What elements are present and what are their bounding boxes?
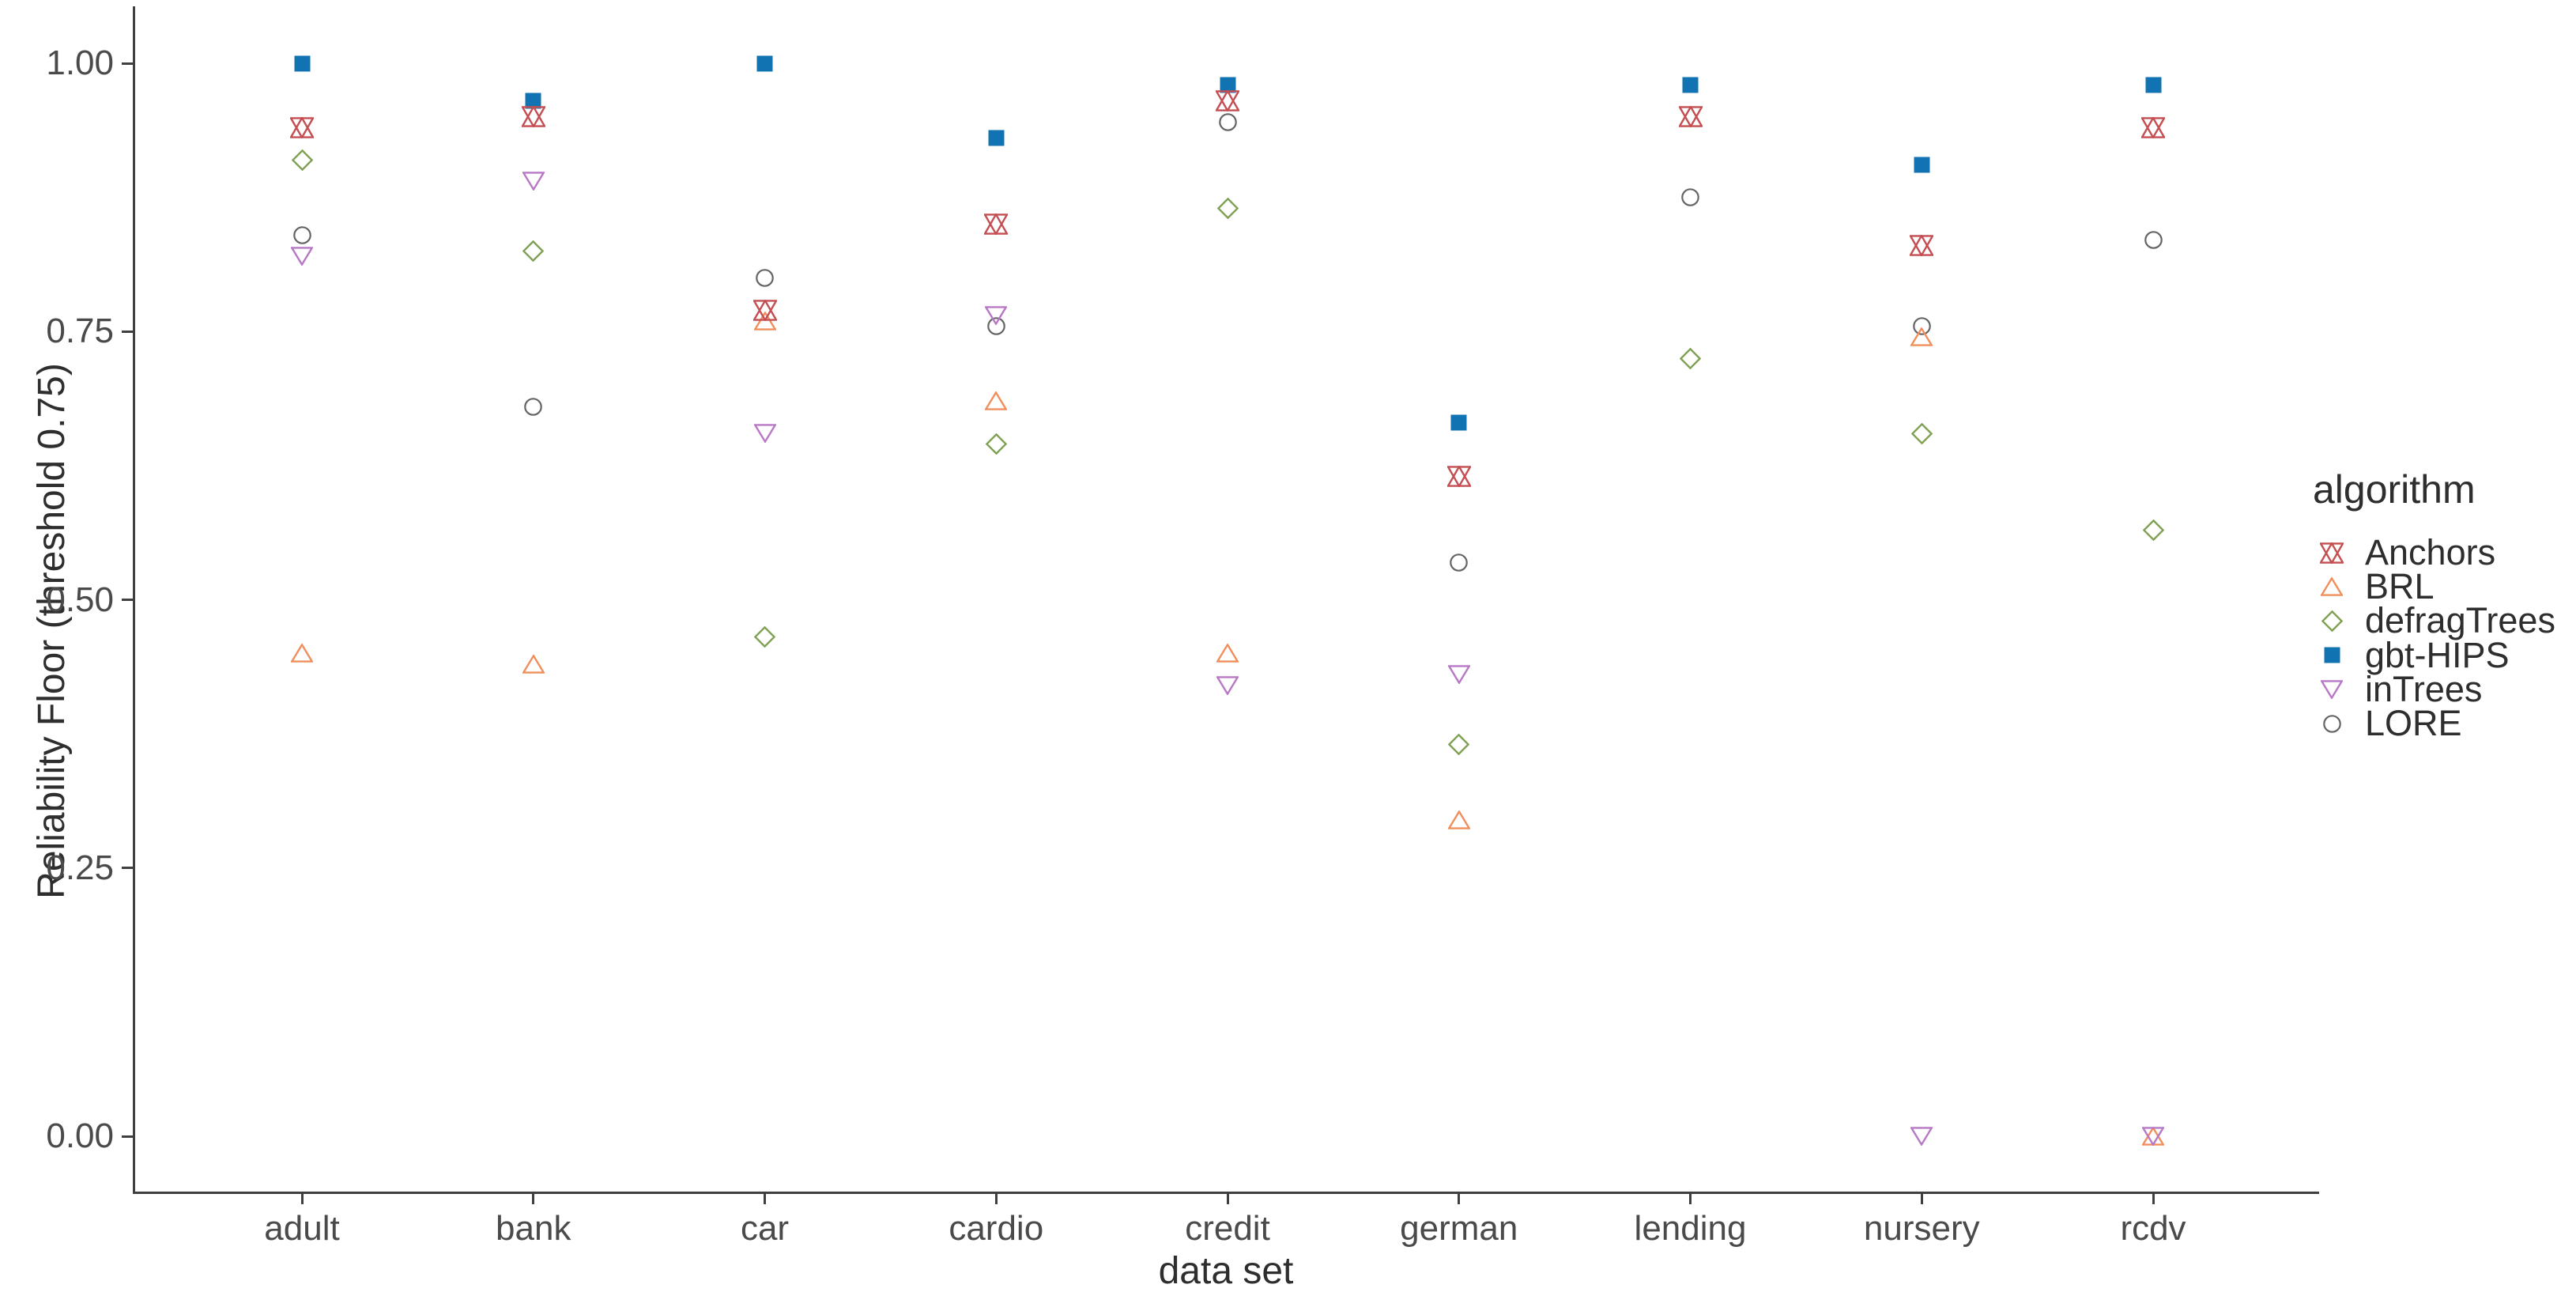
point-inTrees-cardio [985, 306, 1008, 325]
point-LORE-german [1450, 553, 1469, 572]
point-gbt-HIPS-credit [1220, 77, 1235, 93]
legend-label: Anchors [2365, 532, 2496, 572]
point-BRL-nursery [1910, 327, 1933, 346]
point-inTrees-credit [1216, 676, 1239, 696]
point-BRL-adult [291, 644, 313, 663]
point-Anchors-german [1446, 465, 1471, 487]
point-gbt-HIPS-adult [294, 55, 310, 71]
point-LORE-bank [524, 397, 543, 416]
legend-marker-defragTrees [2321, 610, 2343, 632]
point-inTrees-bank [522, 172, 545, 191]
point-Anchors-nursery [1910, 235, 1934, 257]
point-BRL-german [1447, 810, 1470, 829]
point-defragTrees-german [1448, 734, 1470, 756]
point-defragTrees-cardio [985, 433, 1007, 455]
y-tick-label: 0.50 [46, 580, 114, 619]
point-LORE-credit [1218, 113, 1237, 131]
x-tick-label: rcdv [2120, 1209, 2186, 1248]
point-BRL-car [753, 311, 776, 331]
legend-marker-gbt-HIPS [2324, 647, 2340, 663]
point-LORE-rcdv [2144, 231, 2163, 250]
x-tick-label: german [1400, 1209, 1518, 1248]
x-axis-title: data set [1158, 1250, 1294, 1292]
point-Anchors-car [752, 299, 777, 321]
x-tick-mark [1920, 1194, 1923, 1204]
y-tick-label: 1.00 [46, 43, 114, 82]
legend-label: LORE [2365, 703, 2462, 743]
legend-marker-BRL [2321, 577, 2343, 596]
point-inTrees-car [753, 424, 776, 444]
point-gbt-HIPS-car [756, 55, 773, 71]
x-tick-mark [1226, 1194, 1229, 1204]
point-inTrees-adult [291, 247, 313, 266]
point-defragTrees-bank [522, 240, 545, 262]
point-defragTrees-nursery [1910, 422, 1933, 444]
x-tick-mark [532, 1194, 535, 1204]
point-LORE-adult [292, 225, 311, 244]
point-inTrees-nursery [1910, 1127, 1933, 1146]
x-tick-label: car [740, 1209, 790, 1248]
x-tick-label: adult [264, 1209, 340, 1248]
point-Anchors-cardio [984, 213, 1009, 236]
point-inTrees-german [1447, 665, 1470, 685]
legend-marker-LORE [2322, 714, 2341, 733]
point-LORE-cardio [986, 317, 1005, 335]
y-tick-label: 0.00 [46, 1116, 114, 1155]
x-tick-mark [764, 1194, 766, 1204]
x-tick-label: bank [496, 1209, 571, 1248]
point-Anchors-credit [1216, 89, 1239, 111]
y-axis-title: Reliability Floor (threshold 0.75) [31, 363, 73, 899]
point-Anchors-bank [521, 106, 545, 128]
x-axis-line [133, 1192, 2319, 1194]
legend-label: BRL [2365, 566, 2435, 607]
point-defragTrees-lending [1680, 347, 1701, 369]
x-tick-label: credit [1185, 1209, 1270, 1248]
legend-marker-Anchors [2320, 542, 2344, 564]
x-tick-label: lending [1634, 1209, 1747, 1248]
point-gbt-HIPS-cardio [988, 130, 1005, 146]
y-tick-mark [122, 62, 133, 65]
point-gbt-HIPS-bank [525, 93, 541, 109]
legend-title: algorithm [2313, 467, 2476, 512]
point-gbt-HIPS-rcdv [2145, 77, 2161, 93]
legend-marker-inTrees [2321, 679, 2343, 699]
x-tick-mark [300, 1194, 304, 1204]
y-tick-mark [122, 599, 133, 601]
point-Anchors-rcdv [2141, 116, 2165, 138]
y-tick-mark [122, 867, 133, 870]
x-tick-mark [2152, 1194, 2155, 1204]
point-gbt-HIPS-german [1450, 414, 1467, 431]
point-gbt-HIPS-nursery [1914, 157, 1930, 173]
point-gbt-HIPS-lending [1682, 77, 1699, 93]
point-defragTrees-rcdv [2142, 519, 2164, 541]
x-tick-mark [1689, 1194, 1692, 1204]
point-defragTrees-credit [1216, 197, 1239, 219]
y-tick-label: 0.25 [46, 848, 114, 887]
point-LORE-lending [1681, 188, 1699, 206]
point-defragTrees-adult [291, 149, 313, 171]
point-BRL-bank [522, 654, 545, 674]
point-BRL-credit [1216, 644, 1239, 663]
point-LORE-nursery [1912, 317, 1931, 335]
y-tick-mark [122, 330, 133, 333]
y-tick-mark [122, 1135, 133, 1138]
x-tick-label: nursery [1863, 1209, 1980, 1248]
point-BRL-cardio [985, 391, 1008, 411]
point-defragTrees-car [754, 626, 775, 648]
point-Anchors-lending [1678, 106, 1703, 128]
point-Anchors-adult [290, 116, 314, 138]
y-tick-label: 0.75 [46, 312, 114, 351]
x-tick-mark [994, 1194, 998, 1204]
legend-label: gbt-HIPS [2365, 634, 2510, 675]
legend-label: defragTrees [2365, 600, 2555, 641]
point-inTrees-rcdv [2142, 1127, 2164, 1146]
x-tick-mark [1458, 1194, 1461, 1204]
legend-label: inTrees [2365, 668, 2483, 709]
x-tick-label: cardio [949, 1209, 1044, 1248]
y-axis-line [133, 6, 135, 1194]
point-LORE-car [756, 269, 774, 287]
